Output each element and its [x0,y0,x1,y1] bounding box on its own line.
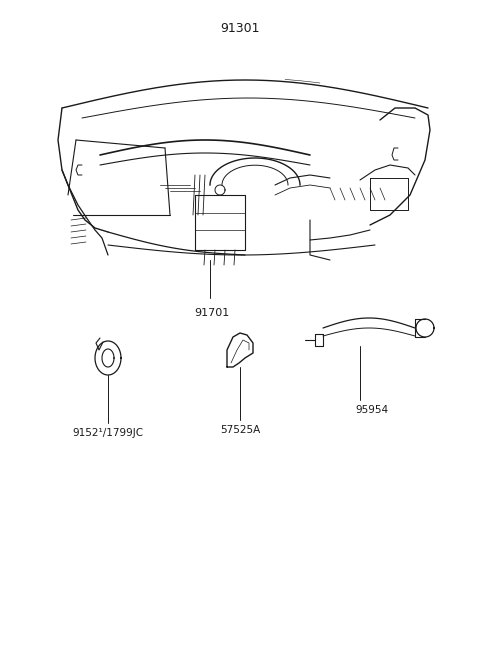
Text: 91301: 91301 [220,22,260,35]
Text: 91701: 91701 [194,308,229,318]
Text: 57525A: 57525A [220,425,260,435]
Text: 95954: 95954 [355,405,389,415]
Text: 9152¹/1799JC: 9152¹/1799JC [72,428,144,438]
